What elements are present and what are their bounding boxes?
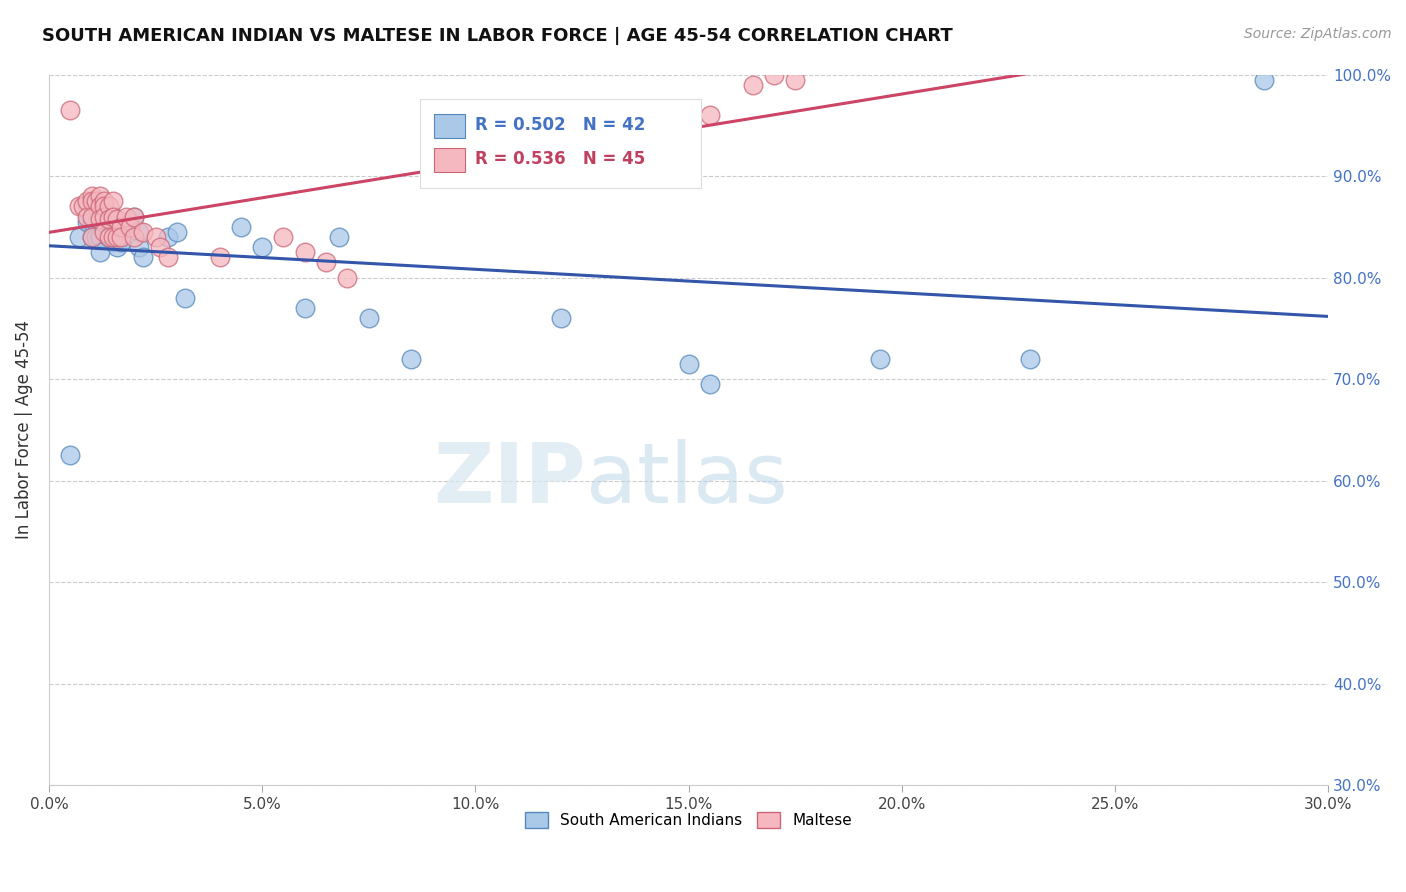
Point bbox=[80, 215, 103, 229]
Point bbox=[93, 199, 115, 213]
Point bbox=[59, 103, 82, 117]
Text: Source: ZipAtlas.com: Source: ZipAtlas.com bbox=[1244, 27, 1392, 41]
Text: SOUTH AMERICAN INDIAN VS MALTESE IN LABOR FORCE | AGE 45-54 CORRELATION CHART: SOUTH AMERICAN INDIAN VS MALTESE IN LABO… bbox=[42, 27, 953, 45]
Point bbox=[294, 245, 316, 260]
Point bbox=[80, 230, 103, 244]
Point bbox=[84, 230, 107, 244]
Point bbox=[80, 194, 103, 209]
Point bbox=[76, 215, 98, 229]
Point bbox=[699, 108, 721, 122]
Text: ZIP: ZIP bbox=[433, 439, 586, 520]
Point bbox=[336, 270, 359, 285]
Point bbox=[80, 189, 103, 203]
Point bbox=[105, 230, 128, 244]
Point bbox=[741, 78, 763, 92]
Point bbox=[101, 219, 124, 234]
Point bbox=[89, 199, 111, 213]
Point bbox=[122, 230, 145, 244]
Text: R = 0.536   N = 45: R = 0.536 N = 45 bbox=[475, 150, 645, 168]
Point bbox=[76, 199, 98, 213]
Point bbox=[357, 311, 380, 326]
Point bbox=[145, 230, 167, 244]
Text: R = 0.502   N = 42: R = 0.502 N = 42 bbox=[475, 116, 645, 134]
Point bbox=[699, 377, 721, 392]
FancyBboxPatch shape bbox=[434, 148, 465, 172]
Point bbox=[89, 211, 111, 226]
Point bbox=[76, 210, 98, 224]
Point bbox=[110, 235, 132, 249]
Point bbox=[328, 230, 350, 244]
Point bbox=[571, 134, 593, 148]
Point bbox=[89, 189, 111, 203]
Point bbox=[294, 301, 316, 315]
Point bbox=[89, 245, 111, 260]
Text: atlas: atlas bbox=[586, 439, 787, 520]
Point bbox=[89, 215, 111, 229]
Point bbox=[122, 210, 145, 224]
Point bbox=[84, 215, 107, 229]
Point bbox=[101, 230, 124, 244]
Point bbox=[315, 255, 337, 269]
Point bbox=[1018, 351, 1040, 366]
Point bbox=[762, 68, 785, 82]
Point bbox=[229, 219, 252, 234]
Point bbox=[97, 199, 120, 213]
Point bbox=[401, 351, 423, 366]
Point bbox=[157, 250, 180, 264]
Point bbox=[122, 210, 145, 224]
Point bbox=[132, 250, 155, 264]
Point bbox=[67, 230, 90, 244]
Point bbox=[785, 72, 807, 87]
Point bbox=[208, 250, 231, 264]
Point bbox=[869, 351, 891, 366]
Point bbox=[89, 230, 111, 244]
Point bbox=[250, 240, 273, 254]
Point bbox=[105, 240, 128, 254]
Point bbox=[110, 230, 132, 244]
Point bbox=[80, 230, 103, 244]
Point bbox=[128, 225, 150, 239]
Point bbox=[72, 199, 94, 213]
Point bbox=[114, 210, 136, 224]
Point bbox=[110, 219, 132, 234]
Point bbox=[1253, 72, 1275, 87]
Point bbox=[118, 215, 141, 229]
Point bbox=[76, 194, 98, 209]
Point bbox=[157, 230, 180, 244]
Point bbox=[174, 291, 197, 305]
Point bbox=[80, 210, 103, 224]
Point bbox=[93, 210, 115, 224]
Point bbox=[93, 225, 115, 239]
Point bbox=[93, 219, 115, 234]
Point bbox=[110, 230, 132, 244]
Point bbox=[97, 230, 120, 244]
Point bbox=[105, 225, 128, 239]
Point bbox=[128, 240, 150, 254]
Point bbox=[101, 235, 124, 249]
Point bbox=[84, 194, 107, 209]
Point bbox=[97, 215, 120, 229]
Point bbox=[97, 211, 120, 226]
Point bbox=[678, 357, 700, 371]
Point bbox=[97, 230, 120, 244]
Legend: South American Indians, Maltese: South American Indians, Maltese bbox=[519, 806, 859, 834]
Point bbox=[550, 311, 572, 326]
Point bbox=[166, 225, 188, 239]
Point bbox=[93, 194, 115, 209]
FancyBboxPatch shape bbox=[434, 114, 465, 137]
Point bbox=[149, 240, 172, 254]
Point bbox=[59, 448, 82, 462]
Point bbox=[118, 219, 141, 234]
Point bbox=[101, 210, 124, 224]
Y-axis label: In Labor Force | Age 45-54: In Labor Force | Age 45-54 bbox=[15, 320, 32, 540]
Point bbox=[101, 194, 124, 209]
FancyBboxPatch shape bbox=[420, 99, 702, 188]
Point bbox=[93, 204, 115, 219]
Point bbox=[105, 211, 128, 226]
Point bbox=[132, 225, 155, 239]
Point bbox=[101, 210, 124, 224]
Point bbox=[67, 199, 90, 213]
Point bbox=[273, 230, 295, 244]
